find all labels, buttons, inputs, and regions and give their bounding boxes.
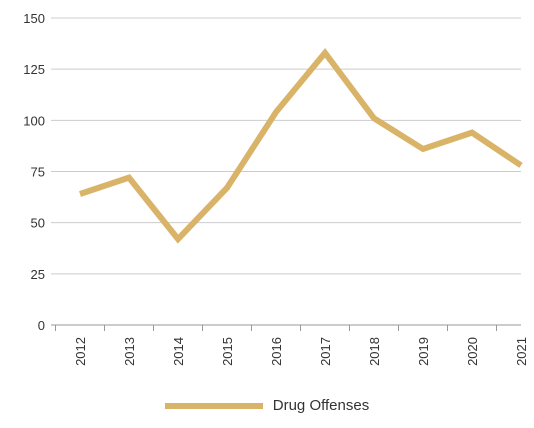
x-tick-label: 2014	[171, 337, 186, 366]
y-axis-tick-labels: 0 25 50 75 100 125 150	[23, 11, 45, 333]
x-tick-label: 2021	[514, 337, 529, 366]
y-tick-label: 75	[31, 165, 45, 180]
x-tick-label: 2016	[269, 337, 284, 366]
series-layer	[79, 47, 523, 244]
y-tick-label: 25	[31, 267, 45, 282]
x-tick-label: 2020	[465, 337, 480, 366]
legend-label-drug-offenses: Drug Offenses	[272, 397, 370, 414]
gridlines	[51, 17, 521, 275]
x-axis	[51, 324, 521, 331]
series-line-drug-offenses	[79, 47, 523, 244]
y-tick-label: 50	[31, 216, 45, 231]
y-tick-label: 0	[38, 318, 45, 333]
x-tick-label: 2012	[73, 337, 88, 366]
legend-swatch-drug-offenses	[164, 402, 263, 409]
y-tick-label: 125	[23, 62, 45, 77]
y-tick-label: 150	[23, 11, 45, 26]
legend: Drug Offenses	[0, 397, 534, 414]
y-tick-label: 100	[23, 113, 45, 128]
x-tick-label: 2013	[122, 337, 137, 366]
x-tick-label: 2017	[318, 337, 333, 366]
x-tick-label: 2018	[367, 337, 382, 366]
x-axis-tick-labels: 2012 2013 2014 2015 2016 2017 2018 2019 2020 2021	[73, 337, 529, 366]
x-tick-label: 2015	[220, 337, 235, 366]
x-tick-label: 2019	[416, 337, 431, 366]
